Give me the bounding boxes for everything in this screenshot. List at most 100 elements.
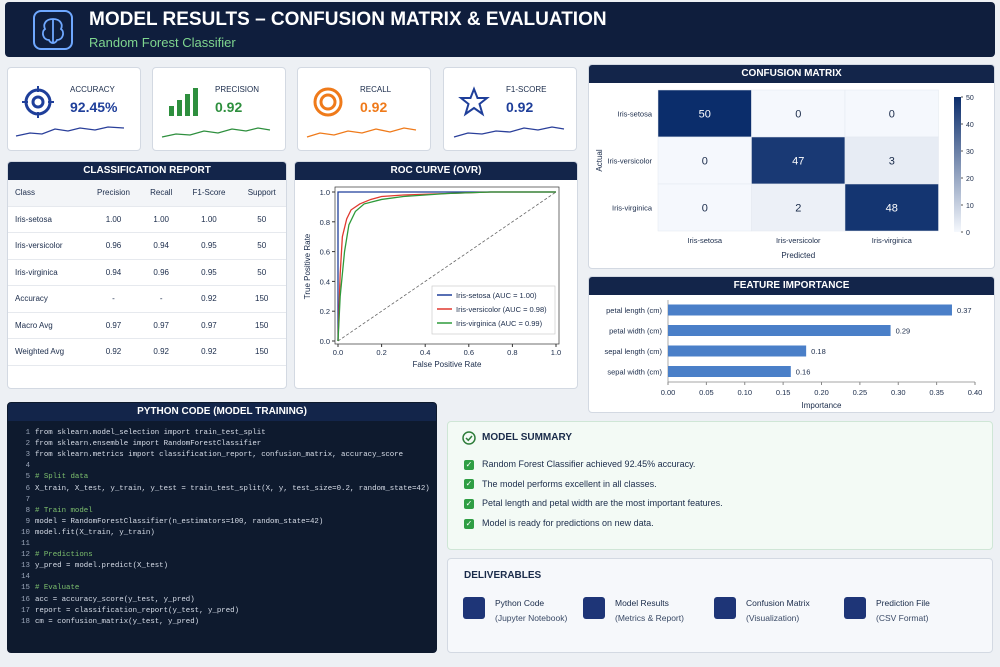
panel-title: PYTHON CODE (MODEL TRAINING) <box>8 403 436 421</box>
summary-icon <box>462 431 476 445</box>
code-line: 16 acc = accuracy_score(y_test, y_pred) <box>8 595 195 606</box>
kpi-card: F1-SCORE 0.92 <box>443 67 577 151</box>
line-number: 13 <box>21 562 30 571</box>
icon <box>313 87 343 117</box>
summary-text: Random Forest Classifier achieved 92.45%… <box>482 459 696 469</box>
check-icon: ✓ <box>464 499 474 510</box>
summary-panel: MODEL SUMMARY ✓ Random Forest Classifier … <box>447 421 993 550</box>
line-number: 14 <box>21 573 30 582</box>
table-cell: 1.00 <box>180 206 238 233</box>
code-line: 12 # Predictions <box>8 550 93 561</box>
kpi-card: RECALL 0.92 <box>297 67 431 151</box>
line-number: 17 <box>21 606 30 615</box>
table-cell: 0.92 <box>85 338 142 366</box>
table-row: Iris-setosa 1.00 1.00 1.00 50 <box>8 206 286 233</box>
table-cell: 0.97 <box>141 312 181 339</box>
column-header: Class <box>8 180 85 207</box>
summary-item: ✓ The model performs excellent in all cla… <box>464 479 657 490</box>
code-text: # Train model <box>35 506 93 515</box>
table-cell: 0.95 <box>180 259 238 286</box>
code-line: 15 # Evaluate <box>8 583 79 594</box>
code-line: 7 <box>8 495 35 506</box>
code-text: # Split data <box>35 473 89 482</box>
code-text: report = classification_report(y_test, y… <box>35 606 240 615</box>
deliverable-icon <box>844 597 866 619</box>
table-cell: 50 <box>237 259 286 286</box>
feature-panel: FEATURE IMPORTANCE <box>588 276 995 413</box>
line-number: 11 <box>21 540 30 548</box>
page-title: MODEL RESULTS – CONFUSION MATRIX & EVALU… <box>89 9 607 30</box>
table-cell: 1.00 <box>141 206 181 233</box>
kpi-value: 92.45% <box>70 99 118 115</box>
panel-title: DELIVERABLES <box>464 570 542 581</box>
table-row: Iris-virginica 0.94 0.96 0.95 50 <box>8 259 286 286</box>
column-header: F1-Score <box>180 180 238 207</box>
table-cell: 50 <box>237 206 286 233</box>
kpi-card: ACCURACY 92.45% <box>7 67 141 151</box>
table-cell: 150 <box>237 312 286 339</box>
line-number: 15 <box>21 584 30 593</box>
code-line: 8 # Train model <box>8 506 93 517</box>
panel-title: CLASSIFICATION REPORT <box>8 162 286 180</box>
code-text: model.fit(X_train, y_train) <box>35 528 155 537</box>
table-cell: 50 <box>237 232 286 260</box>
code-line: 1 from sklearn.model_selection import tra… <box>8 428 266 439</box>
summary-text: The model performs excellent in all clas… <box>482 478 657 489</box>
kpi-icon <box>167 86 199 123</box>
line-number: 6 <box>25 484 30 493</box>
check-icon: ✓ <box>464 459 474 470</box>
line-number: 3 <box>25 451 30 460</box>
code-text: # Evaluate <box>35 584 80 593</box>
line-number: 18 <box>21 617 30 626</box>
code-line: 3 from sklearn.metrics import classificat… <box>8 450 404 461</box>
kpi-icon <box>22 86 54 123</box>
table-cell: 0.95 <box>180 232 238 260</box>
panel-title: CONFUSION MATRIX <box>589 65 994 83</box>
deliverable-title: Prediction File <box>876 598 930 608</box>
table-cell: Weighted Avg <box>8 338 85 366</box>
kpi-icon <box>458 86 490 123</box>
line-number: 12 <box>21 551 30 560</box>
table-cell: Iris-virginica <box>8 259 85 286</box>
kpi-value: 0.92 <box>506 99 534 115</box>
deliverable-icon <box>714 597 736 619</box>
deliverable-subtitle: (CSV Format) <box>876 613 929 623</box>
table-cell: - <box>141 285 181 313</box>
header-row: Class Precision Recall F1-Score Support <box>8 180 286 207</box>
table-cell: - <box>85 285 142 313</box>
code-panel: PYTHON CODE (MODEL TRAINING) 1 from sklea… <box>7 402 437 653</box>
line-number: 2 <box>25 440 30 449</box>
icon <box>169 88 198 116</box>
classification-report: CLASSIFICATION REPORT Class Precision Reca… <box>7 161 287 389</box>
kpi-label: ACCURACY <box>70 85 115 94</box>
deliverable-icon <box>463 597 485 619</box>
line-number: 1 <box>25 429 30 437</box>
table-cell: 0.92 <box>141 338 181 366</box>
code-line: 2 from sklearn.ensemble import RandomFore… <box>8 439 262 450</box>
code-line: 5 # Split data <box>8 472 89 483</box>
column-header: Recall <box>141 180 181 207</box>
code-text: X_train, X_test, y_train, y_test = train… <box>35 484 430 493</box>
code-line: 11 <box>8 539 35 550</box>
icon <box>458 86 490 117</box>
deliverable-title: Model Results <box>615 598 669 608</box>
line-number: 16 <box>21 595 30 604</box>
summary-text: Petal length and petal width are the mos… <box>482 498 723 509</box>
check-icon: ✓ <box>464 518 474 529</box>
kpi-label: PRECISION <box>215 85 260 94</box>
line-number: 7 <box>25 495 30 504</box>
code-text: y_pred = model.predict(X_test) <box>35 562 169 571</box>
table-row: Weighted Avg 0.92 0.92 0.92 150 <box>8 338 286 366</box>
table-cell: Accuracy <box>8 285 85 313</box>
summary-item: ✓ Petal length and petal width are the mo… <box>464 498 723 510</box>
check-icon: ✓ <box>464 479 474 490</box>
table-cell: 0.96 <box>85 232 142 260</box>
code-line: 9 model = RandomForestClassifier(n_estima… <box>8 517 324 528</box>
confusion-panel: CONFUSION MATRIX <box>588 64 995 269</box>
table-cell: 0.96 <box>141 259 181 286</box>
code-line: 17 report = classification_report(y_test,… <box>8 606 239 617</box>
table-cell: Iris-setosa <box>8 206 85 233</box>
table-cell: 0.97 <box>180 312 238 339</box>
column-header: Precision <box>85 180 142 207</box>
